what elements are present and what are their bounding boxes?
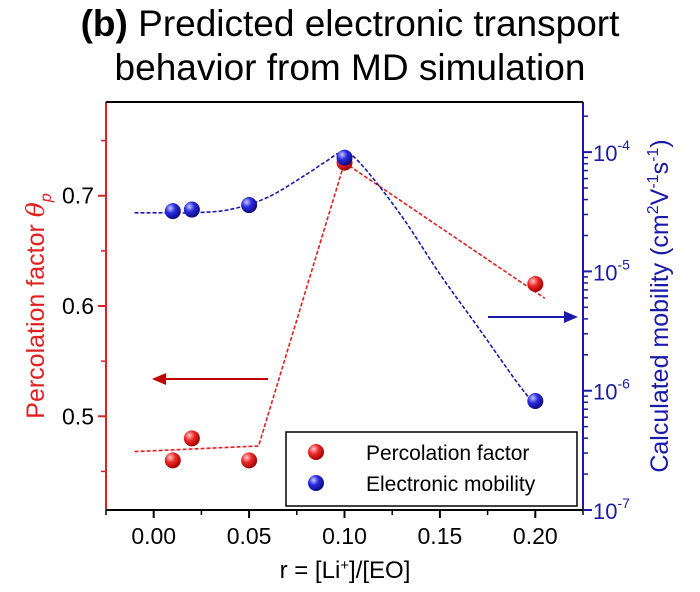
legend-label-mobility: Electronic mobility bbox=[366, 473, 536, 496]
left-axis-arrow bbox=[152, 373, 268, 385]
mobility-point bbox=[241, 197, 258, 214]
title-text-1: Predicted electronic transport bbox=[127, 3, 620, 44]
right-y-axis-label: Calculated mobility (cm2V-1s-1) bbox=[645, 139, 674, 472]
x-tick-label: 0.05 bbox=[227, 523, 272, 549]
legend-marker-percolation bbox=[308, 444, 324, 460]
percolation-point bbox=[527, 275, 544, 292]
mobility-point bbox=[183, 201, 200, 218]
left-y-axis-ticks: 0.5 0.6 0.7 bbox=[62, 139, 106, 473]
legend-label-percolation: Percolation factor bbox=[366, 442, 529, 465]
mobility-points bbox=[164, 149, 544, 409]
legend: Percolation factor Electronic mobility bbox=[285, 431, 578, 507]
mobility-fit-line bbox=[134, 151, 536, 407]
chart-title-line-2: behavior from MD simulation bbox=[114, 47, 586, 88]
percolation-points bbox=[164, 154, 544, 469]
percolation-point bbox=[241, 452, 258, 469]
x-axis-ticks: 0.00 0.05 0.10 0.15 0.20 bbox=[105, 510, 584, 549]
legend-marker-mobility bbox=[308, 475, 324, 491]
right-y-tick-label: 10-6 bbox=[593, 376, 630, 405]
right-y-tick-label: 10-4 bbox=[593, 137, 630, 166]
percolation-point bbox=[183, 430, 200, 447]
x-axis-label: r = [Li+]/[EO] bbox=[280, 557, 411, 585]
mobility-point bbox=[164, 203, 181, 220]
right-y-axis-ticks: 10-7 10-6 10-5 10-4 bbox=[583, 115, 630, 524]
right-axis-arrow bbox=[488, 311, 578, 323]
left-y-axis-label: Percolation factor θp bbox=[21, 193, 55, 419]
mobility-point bbox=[527, 392, 544, 409]
x-tick-label: 0.20 bbox=[513, 523, 558, 549]
percolation-point bbox=[164, 452, 181, 469]
chart-title-line-1: (b) Predicted electronic transport bbox=[0, 2, 700, 46]
percolation-fit-line bbox=[134, 161, 546, 453]
panel-label: (b) bbox=[80, 3, 128, 44]
x-tick-label: 0.15 bbox=[418, 523, 463, 549]
right-y-tick-label: 10-7 bbox=[593, 495, 630, 524]
x-tick-label: 0.10 bbox=[322, 523, 367, 549]
left-y-tick-label: 0.5 bbox=[62, 403, 94, 429]
left-y-tick-label: 0.7 bbox=[62, 183, 94, 209]
mobility-point bbox=[336, 149, 353, 166]
right-y-tick-label: 10-5 bbox=[593, 256, 630, 285]
x-tick-label: 0.00 bbox=[131, 523, 176, 549]
left-y-tick-label: 0.6 bbox=[62, 293, 94, 319]
